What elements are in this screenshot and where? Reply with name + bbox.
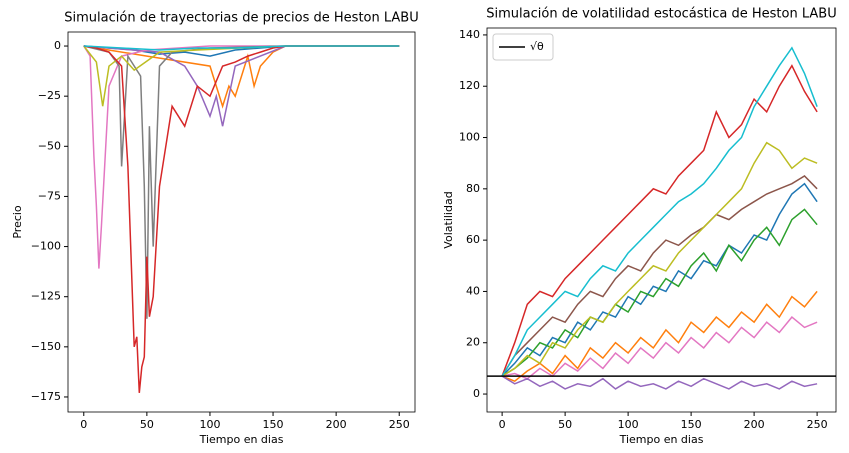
y-tick-label: 0 [54, 39, 61, 52]
x-tick-label: 0 [80, 418, 87, 431]
plot-area [501, 46, 818, 390]
series-line [501, 141, 818, 377]
legend-label: √θ [530, 40, 544, 53]
y-tick-label: 60 [466, 233, 480, 246]
series-line [501, 175, 818, 377]
x-tick-label: 200 [744, 418, 765, 431]
y-axis-label: Volatilidad [442, 191, 455, 248]
y-tick-label: 80 [466, 182, 480, 195]
series-line [501, 375, 818, 390]
axes-frame [486, 27, 837, 413]
x-tick-label: 100 [199, 418, 220, 431]
y-tick-label: −50 [38, 139, 61, 152]
y-tick-label: 40 [466, 284, 480, 297]
y-tick-label: 120 [459, 79, 480, 92]
series-line [83, 45, 400, 127]
series-line [83, 45, 400, 393]
series-line [83, 45, 400, 269]
series-line [501, 316, 818, 380]
x-axis-label: Tiempo en dias [619, 433, 704, 446]
y-tick-label: −175 [31, 390, 61, 403]
y-axis-label: Precio [11, 205, 24, 239]
x-tick-label: 0 [499, 418, 506, 431]
y-tick-label: 0 [473, 387, 480, 400]
x-tick-label: 50 [558, 418, 572, 431]
series-line [501, 208, 818, 377]
y-tick-label: 100 [459, 131, 480, 144]
series-line [501, 64, 818, 377]
y-tick-label: −125 [31, 290, 61, 303]
y-tick-label: −25 [38, 89, 61, 102]
plot-area [83, 45, 400, 393]
y-tick-label: −75 [38, 189, 61, 202]
x-tick-label: 150 [681, 418, 702, 431]
series-line [83, 45, 400, 109]
series-line [501, 290, 818, 383]
series-line [501, 46, 818, 377]
x-tick-label: 50 [140, 418, 154, 431]
x-axis-label: Tiempo en dias [199, 433, 284, 446]
y-tick-label: −100 [31, 240, 61, 253]
x-tick-label: 250 [807, 418, 828, 431]
x-tick-label: 250 [389, 418, 410, 431]
axes-frame [67, 31, 416, 413]
x-tick-label: 150 [263, 418, 284, 431]
chart-title: Simulación de trayectorias de precios de… [64, 11, 418, 26]
chart-title: Simulación de volatilidad estocástica de… [486, 7, 836, 22]
series-line [83, 45, 400, 51]
x-tick-label: 200 [326, 418, 347, 431]
x-tick-label: 100 [618, 418, 639, 431]
y-tick-label: 20 [466, 336, 480, 349]
y-tick-label: −150 [31, 340, 61, 353]
y-tick-label: 140 [459, 28, 480, 41]
